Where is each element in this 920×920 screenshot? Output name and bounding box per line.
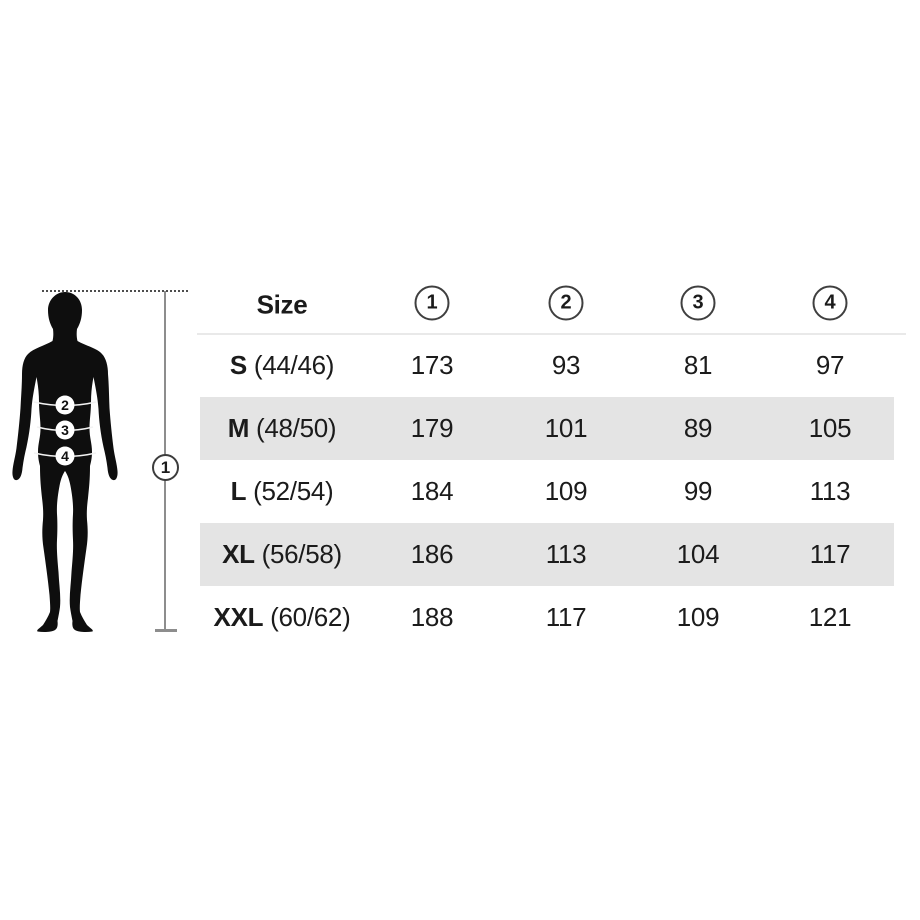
measurement-value: 113 [545,539,587,569]
table-row: L (52/54) 184 109 99 113 [200,460,894,523]
measurement-value: 186 [410,539,454,569]
table-row: XL (56/58) 186 113 104 117 [200,523,894,586]
size-table-rows: S (44/46) 173 93 81 97 M (48/50) 179 101 89 105 L … [200,334,894,649]
measurement-value: 117 [809,539,851,569]
body-silhouette: 2 3 4 [12,292,118,632]
body-marker-2-label: 2 [61,397,69,413]
size-cell: XL (56/58) [222,539,342,569]
measurement-value: 121 [808,602,852,632]
measurement-value: 93 [551,350,581,380]
measure-point-header-3: 3 [680,285,716,321]
measurement-value: 105 [808,413,852,443]
measurement-value: 89 [683,413,713,443]
table-row: S (44/46) 173 93 81 97 [200,334,894,397]
measurement-value: 188 [410,602,454,632]
measurement-value: 109 [544,476,588,506]
measurement-value: 81 [683,350,713,380]
height-measure-end-bar [155,629,177,632]
body-marker-4-label: 4 [61,448,69,464]
table-row: M (48/50) 179 101 89 105 [200,397,894,460]
measurement-value: 173 [410,350,454,380]
body-marker-3-circle [55,420,75,440]
measurement-value: 101 [544,413,588,443]
measure-point-header-2: 2 [548,285,584,321]
measure-point-header-1: 1 [414,285,450,321]
header-divider [197,333,906,335]
size-cell: M (48/50) [227,413,337,443]
size-cell: XXL (60/62) [213,602,351,632]
measurement-value: 104 [676,539,720,569]
size-cell: S (44/46) [229,350,335,380]
body-marker-4-circle [55,446,75,466]
measurement-value: 184 [410,476,454,506]
measurement-value: 109 [676,602,720,632]
size-column-header: Size [256,289,308,320]
measurement-value: 99 [683,476,713,506]
head-top-dotted-line [42,290,188,292]
measure-point-header-4: 4 [812,285,848,321]
table-row: XXL (60/62) 188 117 109 121 [200,586,894,649]
measurement-value: 179 [410,413,454,443]
height-marker-1: 1 [152,454,179,481]
measurement-value: 117 [545,602,587,632]
measurement-value: 113 [809,476,851,506]
body-marker-2-circle [55,395,75,415]
measurement-value: 97 [815,350,845,380]
size-cell: L (52/54) [230,476,334,506]
body-marker-3-label: 3 [61,422,69,438]
